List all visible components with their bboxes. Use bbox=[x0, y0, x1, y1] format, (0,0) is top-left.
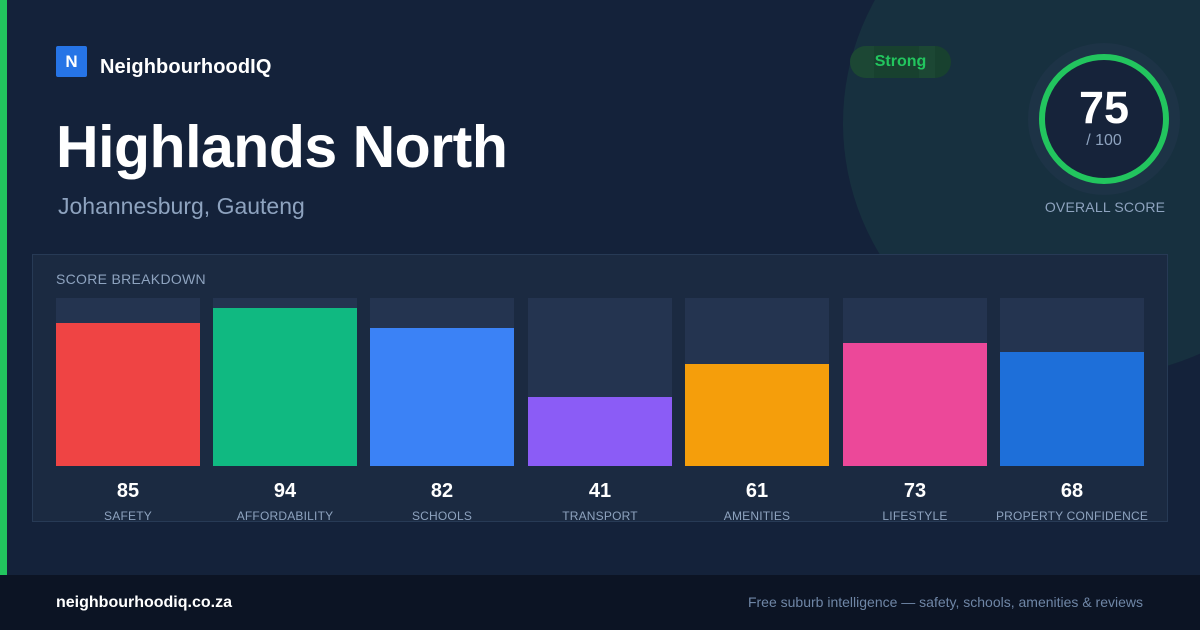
score-bar-transport: 41 TRANSPORT bbox=[528, 298, 672, 528]
bar-track bbox=[528, 298, 672, 466]
score-bar-affordability: 94 AFFORDABILITY bbox=[213, 298, 357, 528]
score-ring-inner bbox=[1042, 57, 1166, 181]
overall-score-max: / 100 bbox=[1086, 132, 1122, 149]
score-bar-lifestyle: 73 LIFESTYLE bbox=[843, 298, 987, 528]
accent-bar bbox=[0, 0, 7, 575]
footer-tagline: Free suburb intelligence — safety, schoo… bbox=[747, 594, 1143, 610]
footer: neighbourhoodiq.co.za Free suburb intell… bbox=[0, 575, 1200, 630]
footer-website-link[interactable]: neighbourhoodiq.co.za bbox=[56, 594, 232, 611]
bar-fill bbox=[528, 397, 672, 466]
overall-score-ring bbox=[1028, 43, 1180, 195]
bar-value: 94 bbox=[273, 480, 297, 502]
bar-fill bbox=[56, 323, 200, 466]
bar-fill bbox=[685, 364, 829, 466]
bar-track bbox=[843, 298, 987, 466]
location-subtitle: Johannesburg, Gauteng bbox=[58, 193, 305, 219]
bar-track bbox=[56, 298, 200, 466]
bar-label: PROPERTY CONFIDENCE bbox=[995, 509, 1149, 523]
bar-label: SCHOOLS bbox=[411, 509, 473, 523]
score-bar-schools: 82 SCHOOLS bbox=[370, 298, 514, 528]
bar-track bbox=[1000, 298, 1144, 466]
bar-value: 68 bbox=[1060, 480, 1084, 502]
bar-value: 82 bbox=[430, 480, 454, 502]
overall-score-value: 75 bbox=[1078, 82, 1130, 133]
bar-value: 85 bbox=[116, 480, 140, 502]
score-breakdown-title: SCORE BREAKDOWN bbox=[56, 271, 206, 287]
bar-value: 41 bbox=[588, 480, 612, 502]
status-badge-left-shade bbox=[850, 46, 874, 78]
status-badge-label: Strong bbox=[874, 53, 927, 70]
bar-label: AMENITIES bbox=[723, 509, 791, 523]
bar-label: SAFETY bbox=[104, 509, 152, 523]
brand-name: NeighbourhoodIQ bbox=[100, 56, 272, 78]
bar-label: TRANSPORT bbox=[562, 509, 638, 523]
bar-fill bbox=[370, 328, 514, 466]
status-badge: Strong bbox=[850, 46, 951, 78]
bar-fill bbox=[213, 308, 357, 466]
score-bar-safety: 85 SAFETY bbox=[56, 298, 200, 528]
bar-track bbox=[685, 298, 829, 466]
bar-label: AFFORDABILITY bbox=[236, 509, 334, 523]
status-badge-right-shade bbox=[919, 46, 935, 78]
bar-track bbox=[213, 298, 357, 466]
bar-track bbox=[370, 298, 514, 466]
logo-icon: N bbox=[56, 46, 87, 77]
bar-fill bbox=[1000, 352, 1144, 466]
bar-label: LIFESTYLE bbox=[882, 509, 948, 523]
bar-value: 73 bbox=[903, 480, 927, 502]
bar-fill bbox=[843, 343, 987, 466]
page-title: Highlands North bbox=[56, 114, 508, 180]
score-bar-amenities: 61 AMENITIES bbox=[685, 298, 829, 528]
score-ring-arc bbox=[1039, 54, 1169, 184]
bar-value: 61 bbox=[745, 480, 769, 502]
score-bar-property-confidence: 68 PROPERTY CONFIDENCE bbox=[996, 298, 1148, 528]
overall-score-caption: OVERALL SCORE bbox=[1044, 199, 1166, 215]
